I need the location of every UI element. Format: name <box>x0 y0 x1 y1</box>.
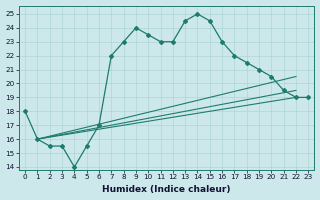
X-axis label: Humidex (Indice chaleur): Humidex (Indice chaleur) <box>102 185 231 194</box>
